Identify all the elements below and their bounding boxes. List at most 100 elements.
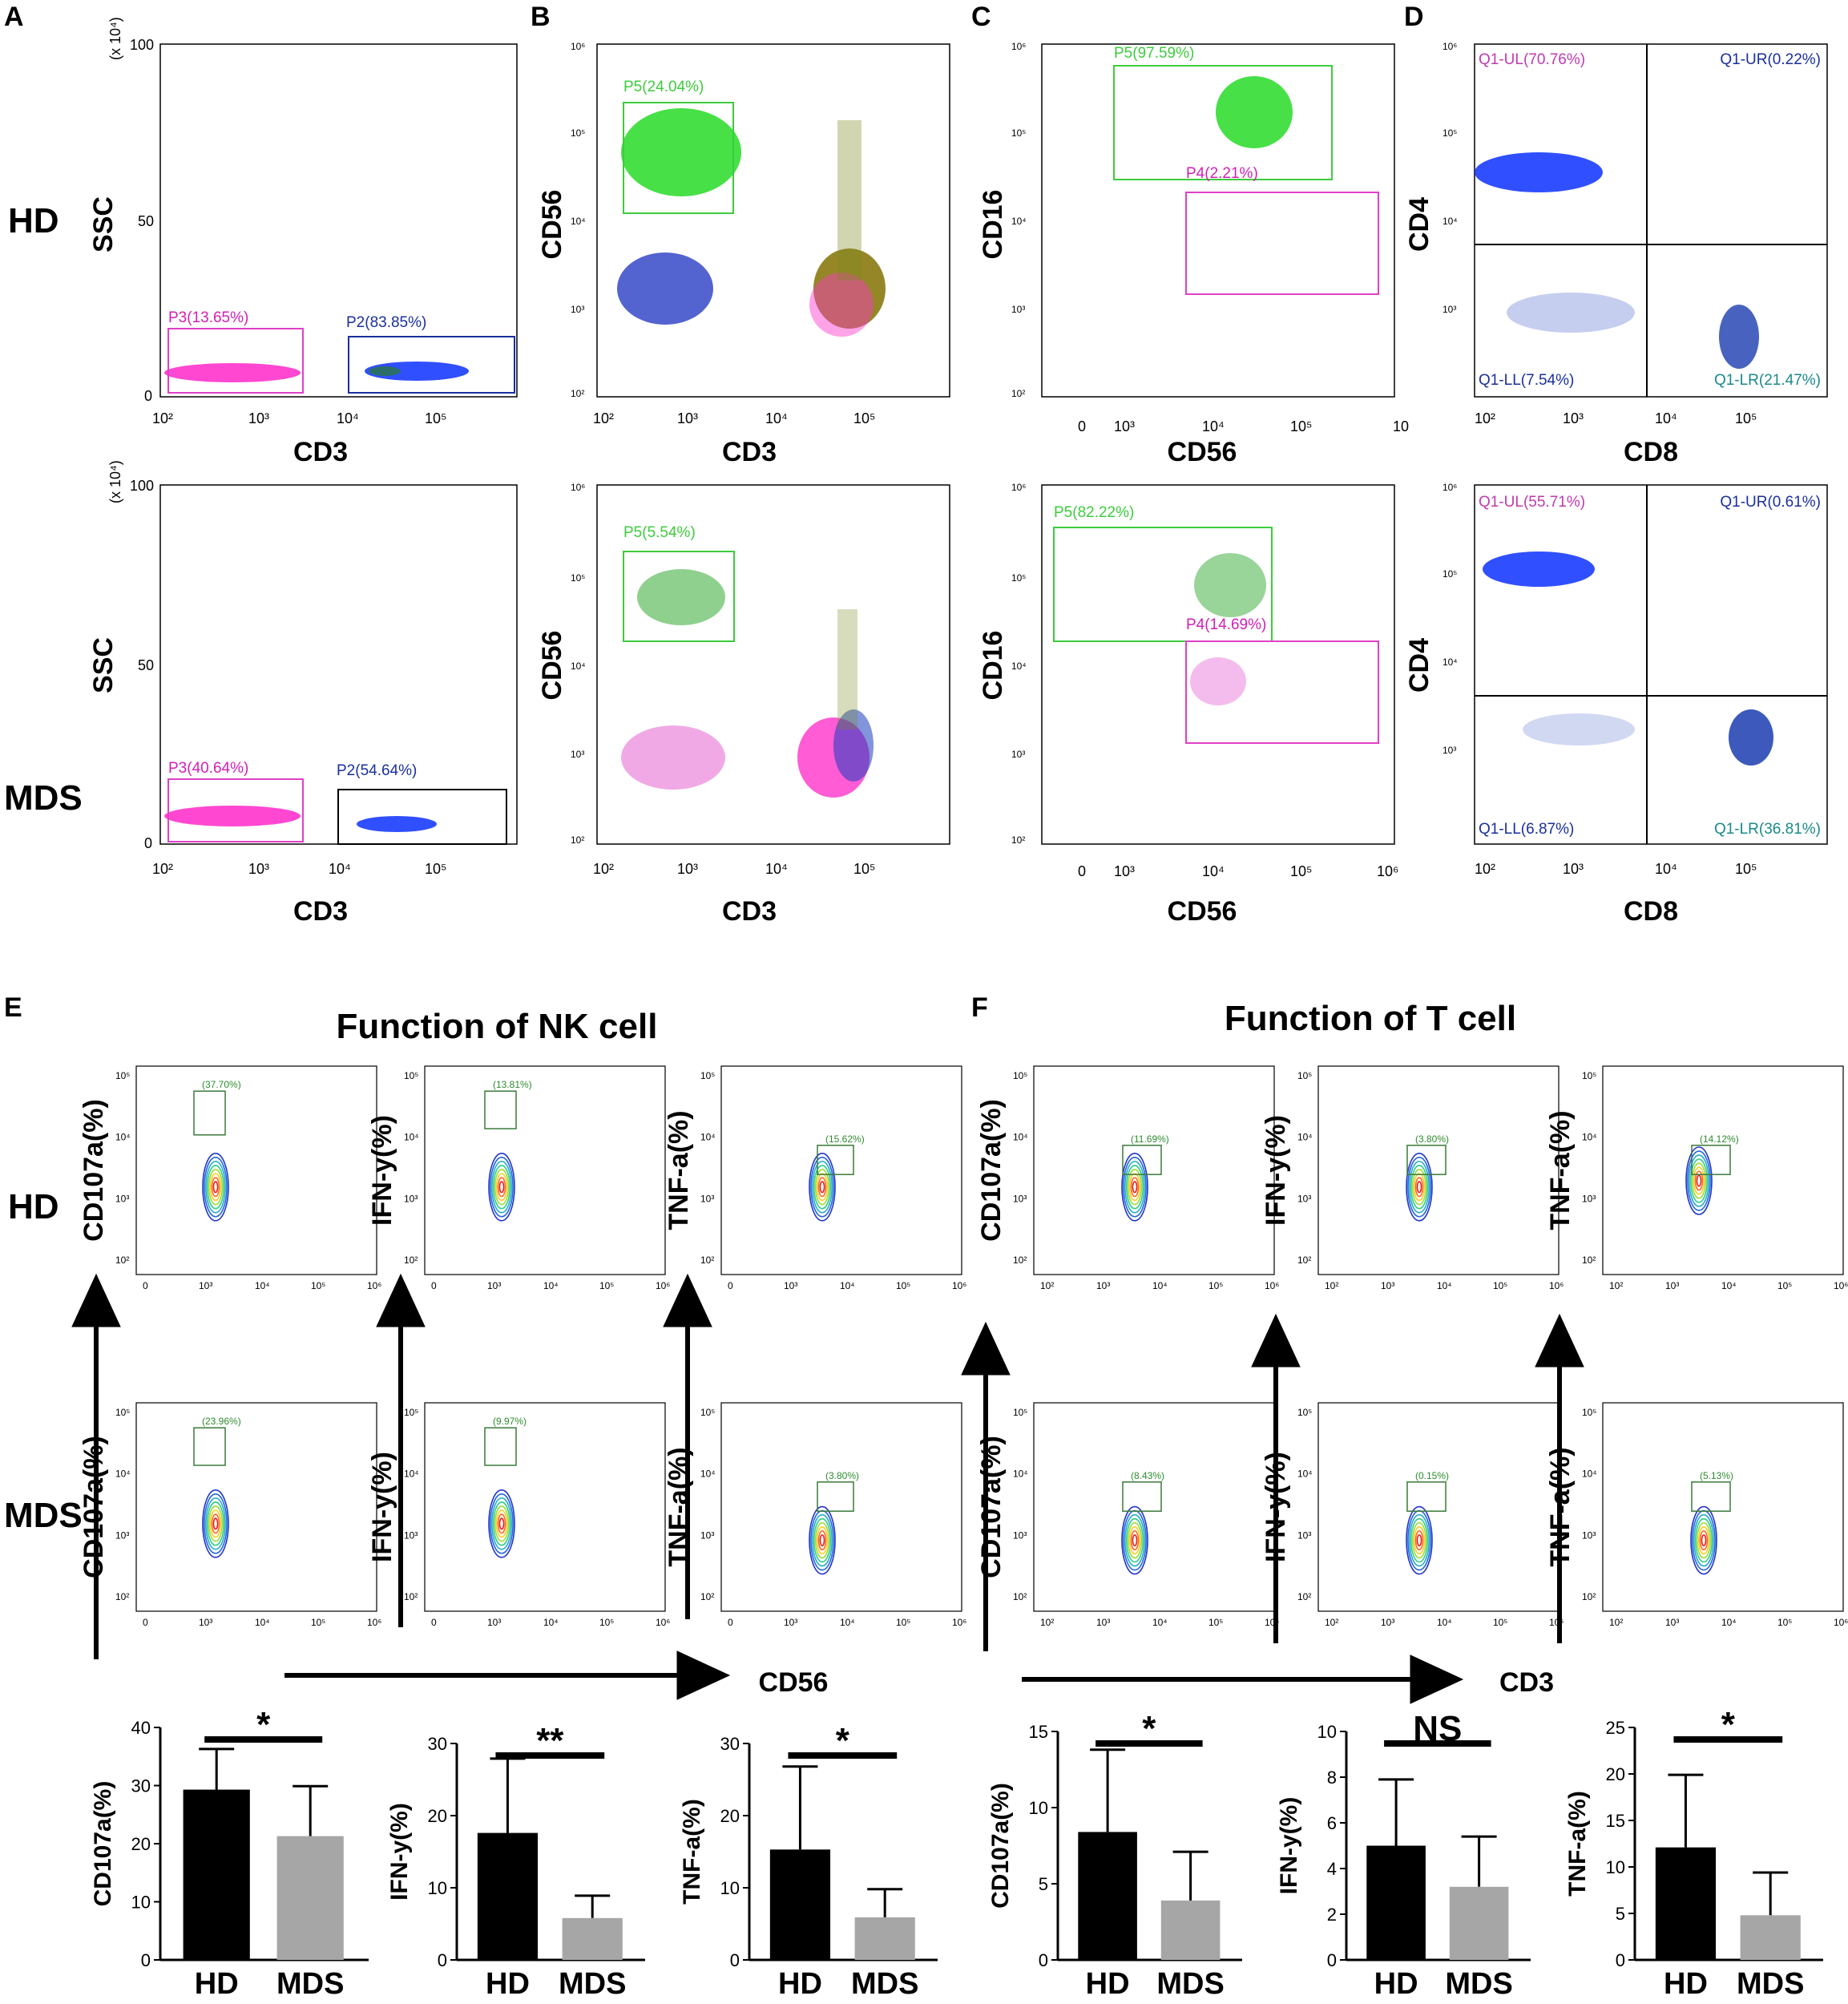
x-tick: 10⁶ (1834, 1617, 1848, 1628)
nk-x-axis-label: CD56 (759, 1667, 829, 1698)
y-tick-label: 30 (720, 1734, 740, 1754)
x-tick: 10⁵ (896, 1280, 910, 1291)
contour-ring (1125, 1165, 1144, 1210)
y-tick-label: 20 (1606, 1764, 1625, 1784)
cd56-axis-label: CD56 (1168, 437, 1237, 467)
cd16-axis-label: CD16 (978, 631, 1008, 701)
panel-d-hd: 10⁶ 10⁵ 10⁴ 10³ CD4 10² 10³ 10⁴ 10⁵ CD8 … (1404, 41, 1828, 467)
tick: 10⁵ (853, 410, 875, 426)
contour-gate-label: (8.43%) (1131, 1470, 1164, 1481)
bar-category-label: MDS (851, 1967, 918, 2001)
contour-ring (1687, 1150, 1711, 1211)
x-tick: 10⁴ (1152, 1617, 1168, 1628)
quad-ll-mds: Q1-LL(6.87%) (1479, 821, 1574, 838)
contour-ring (1130, 1177, 1140, 1198)
x-tick: 10⁶ (1834, 1280, 1848, 1291)
tick: 10⁵ (1442, 127, 1457, 139)
x-tick: 10³ (784, 1280, 797, 1291)
bar-y-label: TNF-a(%) (679, 1799, 705, 1905)
contour-gate-label: (14.12%) (1700, 1133, 1739, 1145)
x-tick: 10³ (487, 1617, 501, 1628)
bar-chart: 0 10 20 30 40 CD107a(%) HD MDS * (90, 1705, 369, 2001)
tick: 10⁵ (571, 572, 585, 584)
tick: 10³ (677, 861, 698, 877)
y-tick: 10² (115, 1591, 129, 1602)
contour-gate-label: (5.13%) (1700, 1470, 1733, 1481)
y-tick: 10⁵ (1297, 1407, 1312, 1418)
contour-ring (1694, 1170, 1704, 1191)
panel-c-hd: 10⁶ 10⁵ 10⁴ 10³ 10² CD16 0 10³ 10⁴ 10⁵ 1… (978, 41, 1409, 467)
arrow-right-icon (676, 1650, 731, 1700)
contour-y-label: IFN-y(%) (367, 1452, 397, 1562)
bar-y-label: IFN-y(%) (1276, 1797, 1302, 1895)
y-tick: 10³ (1582, 1529, 1596, 1541)
y-tick: 10⁴ (1013, 1469, 1028, 1480)
gate-p5-c-hd: P5(97.59%) (1114, 45, 1194, 62)
x-tick: 10² (1325, 1280, 1338, 1291)
x-tick: 0 (728, 1280, 733, 1291)
y-tick-label: 8 (1327, 1768, 1337, 1788)
bar-category-label: HD (778, 1967, 822, 2001)
contour-ring (1696, 1174, 1702, 1187)
y-tick: 10² (1582, 1591, 1596, 1602)
contour-ring (206, 1165, 225, 1210)
tick: 10⁴ (765, 861, 788, 877)
panel-letter-c: C (971, 2, 991, 32)
tick: 10⁶ (1011, 482, 1026, 493)
y-tick-label: 0 (141, 1950, 151, 1970)
t-x-axis-label: CD3 (1499, 1667, 1554, 1698)
x1e4-label: (x 10⁴) (107, 17, 123, 60)
gate-box (1122, 1145, 1162, 1175)
x-tick: 10³ (1665, 1280, 1679, 1291)
y-tick: 10⁴ (115, 1469, 131, 1480)
contour-plot: 10² 10³ 10⁴ 10⁵ 0 10³ 10⁴ 10⁵ 10⁶ IFN-y(%) (9.97%) (367, 1402, 670, 1628)
contour-plot: 10² 10³ 10⁴ 10⁵ 0 10³ 10⁴ 10⁵ 10⁶ CD107a(%) (37.70… (79, 1065, 381, 1291)
contour-ring (1128, 1525, 1141, 1555)
contour-ring (209, 1509, 222, 1538)
bar-category-label: MDS (1156, 1967, 1224, 2001)
contour-ring (498, 1517, 505, 1530)
gate-box (1406, 1145, 1447, 1175)
tick: 10³ (1114, 863, 1135, 879)
plot-frame (1317, 1065, 1560, 1275)
y-tick: 10² (1297, 1255, 1311, 1266)
contour-y-label: TNF-a(%) (1545, 1110, 1576, 1230)
contour-ring (1416, 1181, 1422, 1194)
contour-plot: 10²10³10⁴10⁵010³10⁴10⁵10⁶CD107a(%)(23.96… (79, 1402, 381, 1628)
y-tick: 10³ (1297, 1193, 1311, 1204)
contour-ring (1699, 1530, 1709, 1551)
y-tick: 10⁴ (1297, 1132, 1313, 1143)
contour-ring (1124, 1161, 1145, 1214)
contour-ring (211, 1177, 220, 1198)
bar-chart: 0 10 20 30 TNF-a(%) HD MDS * (679, 1721, 938, 2001)
y-tick-label: 15 (1029, 1722, 1048, 1742)
x-tick: 10⁴ (1437, 1280, 1452, 1291)
cd4-axis-label: CD4 (1404, 197, 1434, 252)
bar-y-label: CD107a(%) (90, 1781, 116, 1907)
significance-label: * (1721, 1705, 1736, 1744)
plot-frame (1602, 1065, 1844, 1275)
bar-category-label: MDS (276, 1967, 344, 2001)
contour-ring (1123, 1157, 1147, 1218)
y-tick-label: 10 (428, 1878, 447, 1898)
contour-ring (202, 1489, 229, 1558)
contour-ring (814, 1169, 830, 1206)
tick: 10⁶ (1442, 41, 1457, 52)
contour-ring (1413, 1173, 1426, 1202)
contour-gate-label: (11.69%) (1131, 1133, 1169, 1145)
bar-y-label: CD107a(%) (987, 1783, 1014, 1909)
x-tick: 10⁵ (599, 1280, 614, 1291)
y-tick: 10⁵ (700, 1070, 715, 1081)
tick: 10⁴ (1202, 863, 1225, 879)
tick: 10³ (571, 749, 584, 760)
bar-category-label: MDS (1445, 1967, 1512, 2001)
contour-ring (1132, 1181, 1138, 1194)
y-tick-label: 40 (131, 1718, 151, 1738)
x-tick: 10⁵ (1493, 1280, 1507, 1291)
x-tick: 10⁶ (952, 1280, 966, 1291)
contour-gate-label: (3.80%) (825, 1470, 859, 1481)
y-tick: 10² (700, 1255, 714, 1266)
contour-ring (1124, 1513, 1145, 1567)
contour-gate-label: (3.80%) (1415, 1133, 1449, 1145)
y-tick: 10² (404, 1255, 418, 1266)
